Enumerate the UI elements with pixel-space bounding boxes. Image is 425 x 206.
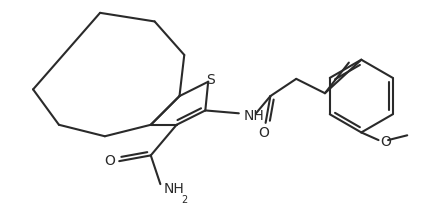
Text: 2: 2 — [181, 194, 188, 204]
Text: O: O — [104, 153, 115, 167]
Text: NH: NH — [163, 181, 184, 195]
Text: S: S — [206, 73, 215, 87]
Text: O: O — [258, 126, 269, 140]
Text: O: O — [381, 134, 391, 148]
Text: NH: NH — [244, 109, 264, 123]
